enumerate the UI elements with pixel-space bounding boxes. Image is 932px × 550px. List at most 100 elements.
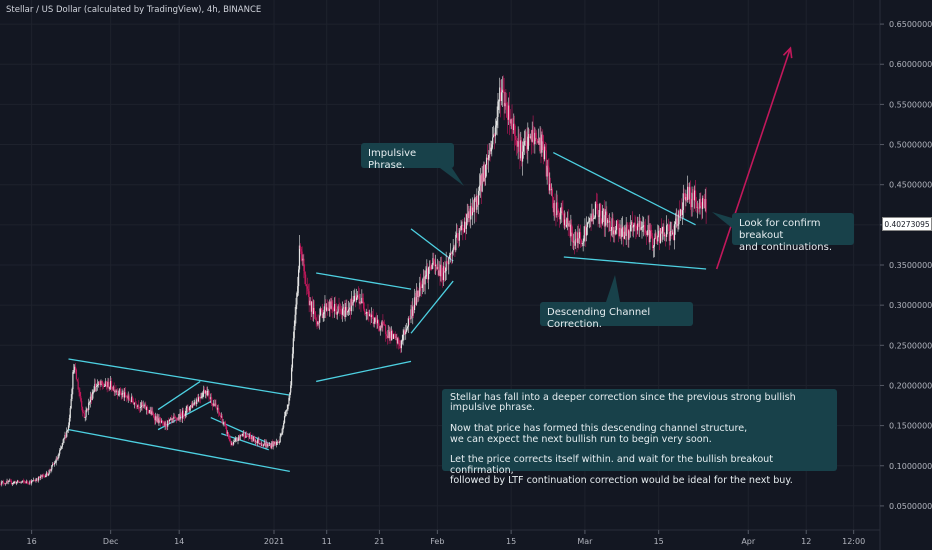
candle-body <box>117 394 120 396</box>
candle-body <box>112 386 114 390</box>
candle-body <box>447 263 449 265</box>
candle-body <box>439 270 441 277</box>
candle-body <box>472 207 474 212</box>
candle-body <box>298 269 300 287</box>
candle-body <box>670 231 672 232</box>
candle-body <box>188 409 190 411</box>
candle-body <box>160 420 162 423</box>
candle-body <box>276 441 278 445</box>
candle-body <box>124 392 127 396</box>
candle-body <box>51 465 53 470</box>
candle-body <box>168 419 171 422</box>
candle-body <box>584 226 586 236</box>
candle-body <box>195 402 197 405</box>
candle-body <box>351 298 353 306</box>
candle-body <box>224 422 226 425</box>
trendline <box>410 280 454 334</box>
candle-body <box>149 409 151 412</box>
candle-body <box>613 230 615 235</box>
candle-body <box>143 405 145 407</box>
candle-body <box>553 203 555 213</box>
candle-body <box>644 225 646 230</box>
candle-body <box>525 140 527 142</box>
candle-body <box>119 388 121 394</box>
candle-body <box>233 441 235 445</box>
candle-body <box>204 391 207 394</box>
candle-body <box>132 401 135 405</box>
candle-body <box>539 137 541 146</box>
candle-body <box>218 412 221 415</box>
candle-body <box>521 140 523 162</box>
candle-body <box>446 261 448 264</box>
candle-body <box>207 390 209 392</box>
candle-body <box>499 87 501 100</box>
candle-body <box>639 220 641 230</box>
candle-body <box>362 297 364 302</box>
candle-body <box>392 333 395 339</box>
candle-body <box>419 282 421 297</box>
candle-body <box>679 210 681 217</box>
candle-body <box>379 326 381 331</box>
candle-body <box>69 408 71 419</box>
candle-body <box>240 435 243 437</box>
candle-body <box>585 226 587 236</box>
candle-body <box>221 416 223 424</box>
x-tick-label: 15 <box>654 537 664 546</box>
candle-body <box>542 134 544 142</box>
candle-body <box>656 239 658 242</box>
candle-body <box>303 258 305 272</box>
candle-body <box>278 442 280 443</box>
trendline <box>68 428 290 473</box>
candle-body <box>133 402 135 405</box>
candle-body <box>19 481 21 483</box>
candle-body <box>313 307 316 312</box>
candle-body <box>230 441 232 445</box>
candle-body <box>426 268 428 276</box>
candle-body <box>172 418 174 420</box>
candle-body <box>410 309 412 319</box>
candle-body <box>514 123 516 136</box>
candle-body <box>290 367 293 386</box>
candle-body <box>182 410 185 416</box>
candle-body <box>120 393 122 395</box>
candle-body <box>332 305 334 311</box>
candle-body <box>437 267 439 276</box>
candle-body <box>199 397 201 399</box>
candle-body <box>637 223 639 231</box>
candle-body <box>239 435 241 437</box>
candle-body <box>499 87 502 101</box>
candle-body <box>18 481 20 483</box>
candle-body <box>163 422 165 426</box>
candle-body <box>347 311 349 313</box>
candle-body <box>48 470 50 474</box>
candle-body <box>309 300 311 306</box>
candle-body <box>354 295 356 297</box>
trendline <box>552 151 696 226</box>
candle-body <box>633 223 635 227</box>
candle-body <box>355 295 357 301</box>
candle-body <box>181 415 183 419</box>
candle-body <box>377 320 379 324</box>
candle-body <box>5 483 7 485</box>
candle-body <box>429 266 431 270</box>
candle-body <box>259 443 261 445</box>
candle-body <box>20 481 22 483</box>
candle-body <box>60 446 63 449</box>
candle-body <box>459 228 461 231</box>
candle-body <box>620 227 622 238</box>
candle-body <box>88 402 90 410</box>
candle-body <box>662 226 664 232</box>
candle-body <box>608 219 610 223</box>
candle-body <box>328 301 330 311</box>
candle-body <box>438 270 440 276</box>
candle-body <box>178 417 180 420</box>
candle-body <box>349 307 352 312</box>
candle-body <box>197 399 199 402</box>
candle-body <box>273 441 275 444</box>
candle-body <box>431 264 433 270</box>
candle-body <box>417 290 419 298</box>
candle-body <box>602 208 604 211</box>
candle-body <box>689 187 691 202</box>
candle-body <box>62 439 64 444</box>
